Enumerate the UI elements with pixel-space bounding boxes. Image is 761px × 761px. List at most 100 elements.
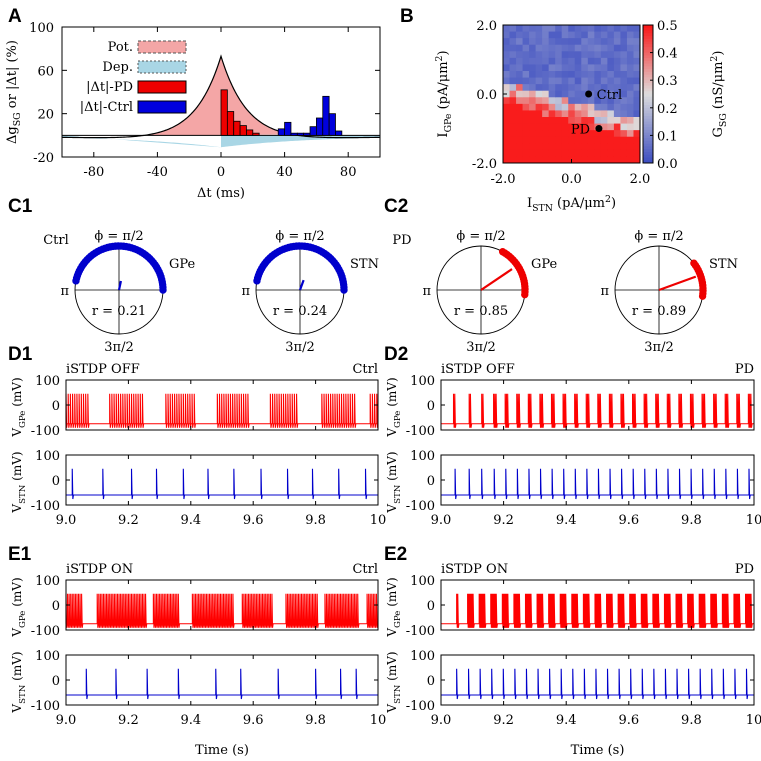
heatmap-cell (561, 123, 569, 131)
heatmap-cell (626, 71, 634, 79)
x-tick-label: 9.2 (493, 513, 514, 528)
colorbar-cell (643, 121, 653, 125)
label-part: STN (393, 684, 403, 704)
point-pd (595, 125, 603, 132)
heatmap-cell (587, 117, 595, 125)
heatmap-cell (529, 149, 537, 157)
y-tick-label: 100 (410, 374, 435, 389)
bar-pd (246, 129, 254, 136)
heatmap-cell (600, 57, 608, 65)
heatmap-cell (574, 103, 582, 111)
colorbar-cell (643, 27, 653, 32)
gpe-trace (65, 393, 379, 428)
heatmap-cell (529, 25, 537, 33)
heatmap-cell (633, 31, 641, 39)
heatmap-cell (509, 117, 517, 125)
x-tick-label: 9.6 (618, 513, 639, 528)
phase-dot (253, 277, 261, 285)
phase-label-left: π (422, 284, 431, 299)
gpe-y-axis-label: VGPe (mV) (385, 377, 403, 437)
heatmap-cell (594, 130, 602, 138)
heatmap-cell (620, 84, 628, 92)
stn-trace (441, 468, 754, 500)
heatmap-cell (574, 149, 582, 157)
heatmap-cell (542, 123, 550, 131)
heatmap-cell (574, 156, 582, 164)
heatmap-cell (555, 149, 563, 157)
heatmap-cell (587, 51, 595, 59)
heatmap-cell (522, 25, 530, 33)
heatmap-cell (613, 84, 621, 92)
phase-label-bottom: 3π/2 (466, 340, 495, 355)
heatmap-cell (529, 97, 537, 105)
legend-label-ctrl: |Δt|-Ctrl (80, 100, 133, 115)
heatmap-cell (613, 90, 621, 98)
heatmap-cell (633, 117, 641, 125)
heatmap-cell (555, 31, 563, 39)
heatmap-cell (509, 143, 517, 151)
heatmap-cell (555, 130, 563, 138)
x-tick-label: 9.0 (431, 713, 452, 728)
heatmap-cell (509, 51, 517, 59)
r-value: r = 0.21 (92, 304, 146, 319)
heatmap-cell (600, 103, 608, 111)
heatmap-cell (600, 64, 608, 72)
colorbar-cell (643, 113, 653, 117)
heatmap-cell (522, 97, 530, 105)
heatmap-cell (555, 25, 563, 33)
heatmap-cell (581, 64, 589, 72)
heatmap-cell (516, 38, 524, 46)
y-tick-label: 0.0 (476, 88, 497, 103)
heatmap-cell (587, 123, 595, 131)
heatmap-cell (548, 90, 556, 98)
heatmap-cell (535, 84, 543, 92)
heatmap-cell (607, 71, 615, 79)
heatmap-cell (522, 31, 530, 39)
heatmap-cell (581, 84, 589, 92)
x-tick-label: 0.0 (561, 172, 582, 187)
heatmap-cell (613, 110, 621, 118)
heatmap-cell (574, 123, 582, 131)
heatmap-cell (548, 97, 556, 105)
heatmap-cell (555, 57, 563, 65)
heatmap-cell (581, 103, 589, 111)
heatmap-cell (542, 31, 550, 39)
heatmap-cell (613, 44, 621, 52)
heatmap-cell (548, 149, 556, 157)
label-part: (mV) (10, 451, 24, 484)
colorbar-cell (643, 151, 653, 156)
heatmap-cell (561, 143, 569, 151)
heatmap-cell (581, 38, 589, 46)
point-label-ctrl: Ctrl (597, 88, 623, 103)
heatmap-cell (620, 149, 628, 157)
y-tick-label: -100 (31, 424, 60, 439)
heatmap-cell (503, 31, 511, 39)
panel-c1: Ctrl ϕ = π/2 π 3π/2 r = 0.21 GPe ϕ = π/2 π 3π/2 r… (43, 229, 379, 355)
heatmap-cell (509, 64, 517, 72)
heatmap-cell (587, 136, 595, 144)
phase-label-top: ϕ = π/2 (275, 229, 324, 244)
label-part: ) (711, 51, 726, 56)
heatmap-cell (509, 97, 517, 105)
heatmap-cell (574, 84, 582, 92)
heatmap-cell (581, 25, 589, 33)
heatmap-cell (607, 38, 615, 46)
heatmap-cell (626, 25, 634, 33)
y-tick-label: -100 (406, 699, 435, 714)
x-tick-label: 9.4 (180, 713, 201, 728)
heatmap-cell (581, 110, 589, 118)
heatmap-cell (581, 44, 589, 52)
heatmap-cell (587, 110, 595, 118)
heatmap-cell (594, 38, 602, 46)
label-part: (nS/μm (711, 62, 726, 114)
colorbar-cell (643, 74, 653, 78)
heatmap-cell (613, 130, 621, 138)
heatmap-cell (600, 156, 608, 164)
colorbar-cell (643, 69, 653, 73)
heatmap-cell (568, 136, 576, 144)
heatmap-cell (613, 149, 621, 157)
heatmap-cell (600, 143, 608, 151)
heatmap-cell (516, 31, 524, 39)
heatmap-cell (626, 31, 634, 39)
